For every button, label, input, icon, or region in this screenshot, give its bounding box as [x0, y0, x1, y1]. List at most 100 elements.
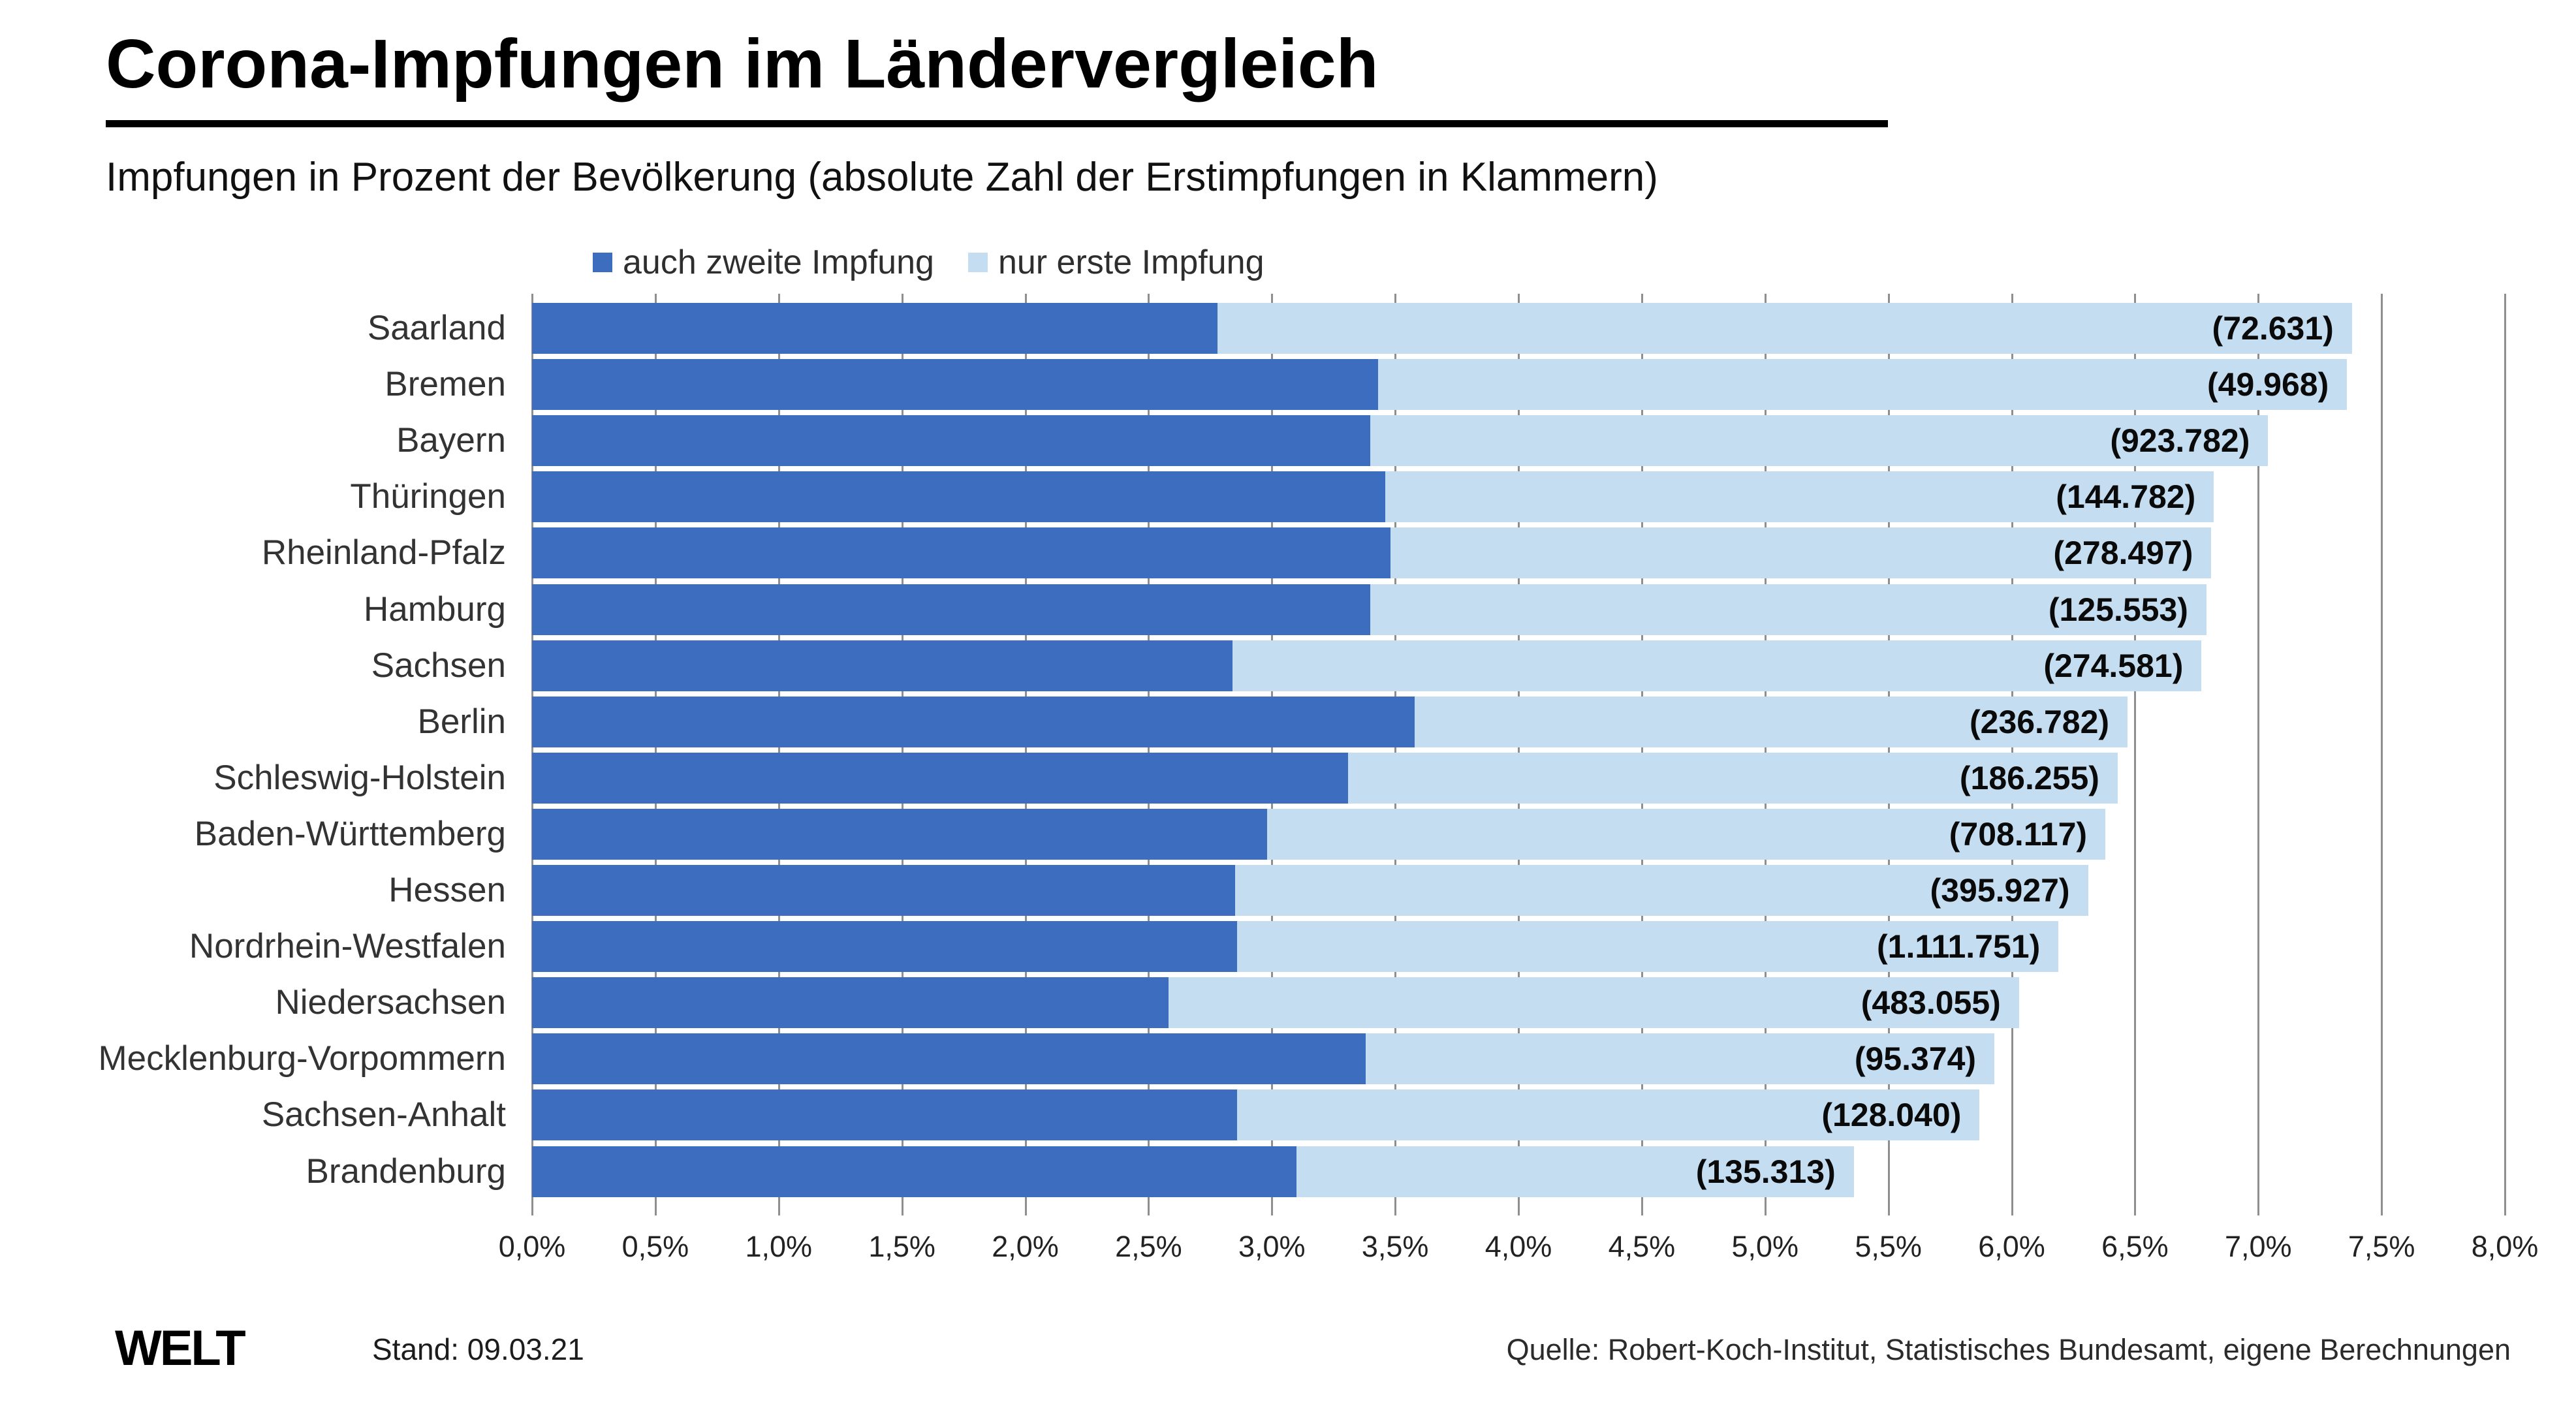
state-label: Mecklenburg-Vorpommern	[98, 1039, 506, 1078]
bar-row: Bayern (923.782)	[396, 415, 2505, 467]
bar-row: Baden-Württemberg (708.117)	[195, 808, 2505, 860]
absolute-value-label: (1.111.751)	[1877, 928, 2041, 965]
x-tick-label: 0,0%	[498, 1230, 566, 1263]
absolute-value-label: (923.782)	[2110, 422, 2250, 460]
absolute-value-label: (274.581)	[2043, 647, 2184, 684]
legend-label: nur erste Impfung	[997, 243, 1264, 281]
absolute-value-label: (95.374)	[1854, 1041, 1977, 1078]
x-tick-label: 1,0%	[745, 1230, 813, 1263]
absolute-value-label: (483.055)	[1861, 984, 2001, 1022]
page-title: Corona-Impfungen im Ländervergleich	[106, 25, 1379, 102]
absolute-value-label: (72.631)	[2212, 310, 2334, 347]
bar-row: Sachsen-Anhalt (128.040)	[262, 1089, 2505, 1141]
bar-second-dose	[532, 696, 1415, 747]
absolute-value-label: (144.782)	[2056, 478, 2196, 516]
x-tick-label: 3,0%	[1238, 1230, 1306, 1263]
state-label: Thüringen	[350, 477, 506, 516]
bar-row: Thüringen (144.782)	[350, 471, 2505, 523]
legend-label: auch zweite Impfung	[623, 243, 934, 281]
legend-item-first-dose: nur erste Impfung	[967, 243, 1264, 282]
bar-second-dose	[532, 921, 1238, 973]
x-tick-label: 4,0%	[1484, 1230, 1552, 1263]
source-note: Quelle: Robert-Koch-Institut, Statistisc…	[1506, 1333, 2511, 1366]
x-tick-label: 3,5%	[1361, 1230, 1429, 1263]
bar-second-dose	[532, 415, 1371, 467]
bar-second-dose	[532, 865, 1235, 916]
x-tick-label: 7,0%	[2224, 1230, 2292, 1263]
gridline	[2381, 294, 2383, 1215]
stand-date: Stand: 09.03.21	[372, 1332, 584, 1366]
bar-second-dose	[532, 1146, 1297, 1197]
bar-second-dose	[532, 752, 1349, 804]
state-label: Bayern	[396, 421, 506, 460]
bar-second-dose	[532, 640, 1233, 691]
title-underline	[106, 120, 1888, 127]
state-label: Bremen	[385, 365, 506, 404]
bar-row: Hamburg (125.553)	[364, 584, 2505, 635]
bar-second-dose	[532, 977, 1169, 1029]
state-label: Nordrhein-Westfalen	[189, 927, 506, 966]
bar-row: Brandenburg (135.313)	[306, 1146, 2505, 1197]
absolute-value-label: (278.497)	[2053, 535, 2193, 572]
bar-second-dose	[532, 359, 1378, 411]
absolute-value-label: (236.782)	[1969, 703, 2110, 740]
x-tick-label: 2,5%	[1115, 1230, 1182, 1263]
bar-row: Rheinland-Pfalz (278.497)	[262, 527, 2505, 579]
bar-second-dose	[532, 1033, 1366, 1085]
state-label: Schleswig-Holstein	[213, 758, 506, 797]
bar-second-dose	[532, 527, 1390, 579]
x-tick-label: 1,5%	[868, 1230, 935, 1263]
x-tick-label: 5,0%	[1731, 1230, 1799, 1263]
x-tick-label: 8,0%	[2471, 1230, 2539, 1263]
bar-second-dose	[532, 1089, 1238, 1141]
bar-row: Saarland (72.631)	[368, 303, 2505, 354]
x-axis: 0,0% 0,5% 1,0% 1,5% 2,0% 2,5% 3,0% 3,5% 4,0% 4,5%…	[499, 1230, 2539, 1269]
absolute-value-label: (128.040)	[1821, 1097, 1962, 1134]
legend-item-second-dose: auch zweite Impfung	[593, 243, 934, 282]
state-label: Hessen	[388, 871, 506, 909]
bar-row: Bremen (49.968)	[385, 359, 2505, 411]
x-tick-label: 5,5%	[1855, 1230, 1922, 1263]
state-label: Niedersachsen	[275, 983, 506, 1022]
absolute-value-label: (708.117)	[1949, 815, 2088, 853]
welt-logo: WELT	[115, 1321, 246, 1376]
x-tick-label: 6,5%	[2101, 1230, 2169, 1263]
bar-second-dose	[532, 303, 1218, 354]
x-tick-label: 0,5%	[621, 1230, 689, 1263]
bar-row: Nordrhein-Westfalen (1.111.751)	[189, 921, 2505, 973]
bar-row: Schleswig-Holstein (186.255)	[213, 752, 2505, 804]
gridline	[2504, 294, 2506, 1215]
state-label: Brandenburg	[306, 1151, 506, 1191]
absolute-value-label: (135.313)	[1695, 1153, 1836, 1190]
bar-row: Mecklenburg-Vorpommern (95.374)	[99, 1033, 2505, 1085]
bar-row: Niedersachsen (483.055)	[275, 977, 2505, 1029]
second-dose-swatch-icon	[593, 253, 612, 272]
bar-row: Sachsen (274.581)	[371, 640, 2505, 691]
state-label: Saarland	[367, 309, 506, 347]
absolute-value-label: (49.968)	[2207, 366, 2329, 403]
bar-row: Hessen (395.927)	[388, 865, 2505, 916]
gridline	[2134, 294, 2137, 1215]
x-tick-label: 4,5%	[1608, 1230, 1676, 1263]
state-label: Sachsen-Anhalt	[261, 1095, 506, 1135]
x-tick-label: 2,0%	[992, 1230, 1059, 1263]
bar-second-dose	[532, 584, 1371, 635]
state-label: Hamburg	[364, 589, 506, 629]
first-dose-swatch-icon	[967, 253, 988, 272]
state-label: Rheinland-Pfalz	[261, 533, 506, 572]
state-label: Sachsen	[371, 646, 506, 685]
absolute-value-label: (395.927)	[1930, 872, 2070, 909]
x-tick-label: 6,0%	[1978, 1230, 2045, 1263]
page-subtitle: Impfungen in Prozent der Bevölkerung (ab…	[106, 155, 1658, 200]
bar-second-dose	[532, 471, 1385, 523]
absolute-value-label: (186.255)	[1959, 759, 2099, 796]
x-tick-label: 7,5%	[2348, 1230, 2415, 1263]
bar-row: Berlin (236.782)	[417, 696, 2505, 747]
plot-area: Saarland (72.631) Bremen (49.968) Bayern (923…	[99, 294, 2506, 1215]
absolute-value-label: (125.553)	[2048, 591, 2188, 628]
state-label: Baden-Württemberg	[194, 814, 506, 853]
legend: auch zweite Impfung nur erste Impfung	[593, 243, 1264, 282]
state-label: Berlin	[417, 702, 506, 741]
bar-second-dose	[532, 808, 1267, 860]
gridline	[2257, 294, 2260, 1215]
